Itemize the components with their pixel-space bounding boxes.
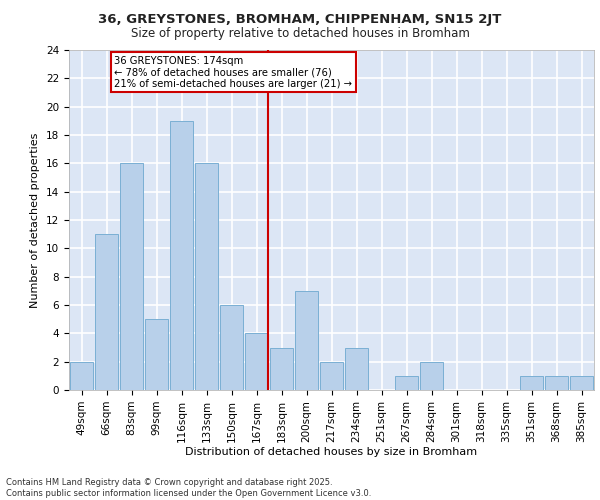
Bar — [70, 362, 93, 390]
Text: Contains HM Land Registry data © Crown copyright and database right 2025.
Contai: Contains HM Land Registry data © Crown c… — [6, 478, 371, 498]
Text: 36, GREYSTONES, BROMHAM, CHIPPENHAM, SN15 2JT: 36, GREYSTONES, BROMHAM, CHIPPENHAM, SN1… — [98, 12, 502, 26]
Bar — [195, 164, 218, 390]
Text: Size of property relative to detached houses in Bromham: Size of property relative to detached ho… — [131, 28, 469, 40]
Bar — [270, 348, 293, 390]
Bar — [320, 362, 343, 390]
Bar — [395, 376, 418, 390]
Bar — [345, 348, 368, 390]
Bar — [295, 291, 318, 390]
Bar — [95, 234, 118, 390]
Bar — [420, 362, 443, 390]
Bar — [220, 305, 243, 390]
Bar — [170, 121, 193, 390]
Bar — [145, 319, 168, 390]
Bar — [520, 376, 543, 390]
Y-axis label: Number of detached properties: Number of detached properties — [31, 132, 40, 308]
Bar — [245, 334, 268, 390]
Bar — [120, 164, 143, 390]
X-axis label: Distribution of detached houses by size in Bromham: Distribution of detached houses by size … — [185, 448, 478, 458]
Bar — [570, 376, 593, 390]
Bar — [545, 376, 568, 390]
Text: 36 GREYSTONES: 174sqm
← 78% of detached houses are smaller (76)
21% of semi-deta: 36 GREYSTONES: 174sqm ← 78% of detached … — [114, 56, 352, 89]
